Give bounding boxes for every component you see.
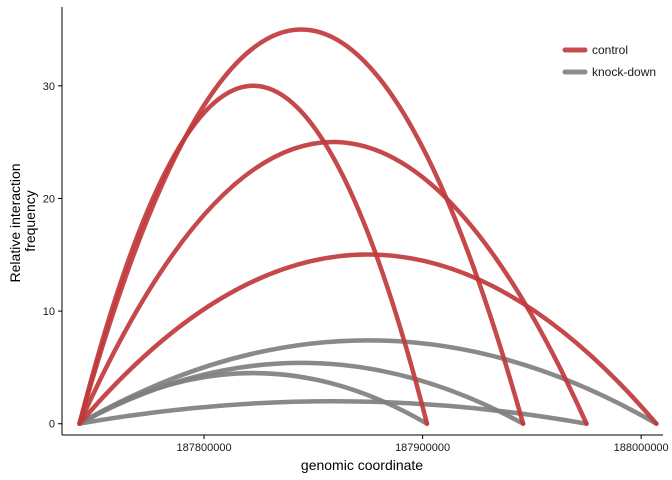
control-arc-2 (77, 27, 526, 426)
control-arc-3 (77, 139, 589, 426)
y-tick-label: 0 (49, 419, 55, 431)
x-axis-title: genomic coordinate (301, 457, 423, 473)
y-axis-title: Relative interaction frequency (7, 160, 38, 283)
y-axis-title-line-2: frequency (22, 190, 38, 251)
legend-label-knock-down: knock-down (592, 65, 656, 79)
x-tick-label: 188000000 (614, 442, 669, 454)
y-axis-title-line-1: Relative interaction (7, 163, 23, 282)
control-arc-4 (77, 252, 659, 426)
legend: control knock-down (562, 43, 656, 79)
y-tick-label: 10 (43, 306, 55, 318)
plot-area (77, 27, 659, 426)
knock-down-arc-3 (77, 398, 589, 426)
legend-label-control: control (592, 43, 628, 57)
knock-down-arc-2 (77, 360, 526, 426)
y-tick-label: 20 (43, 193, 55, 205)
x-tick-label: 187900000 (395, 442, 450, 454)
x-tick-label: 187800000 (177, 442, 232, 454)
axes (61, 7, 663, 436)
y-ticks: 0 10 20 30 (43, 81, 62, 431)
x-ticks: 187800000 187900000 188000000 (177, 435, 669, 454)
knock-down-arc-4 (77, 338, 659, 426)
y-tick-label: 30 (43, 81, 55, 93)
